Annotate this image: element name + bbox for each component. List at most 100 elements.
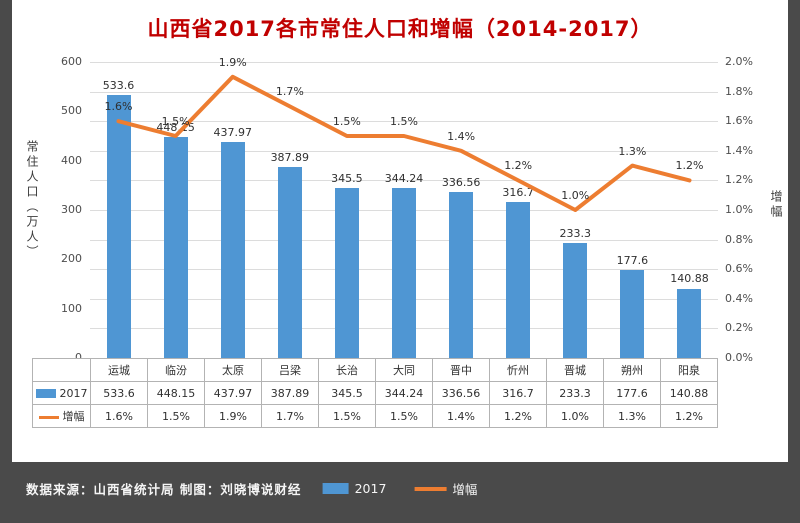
table-cell: 1.6% (90, 404, 148, 428)
growth-value-label: 1.5% (390, 115, 418, 128)
growth-value-label: 1.4% (447, 129, 476, 143)
right-tick-label: 1.8% (725, 84, 753, 98)
bar-value-label: 387.89 (270, 150, 310, 164)
left-axis-title: 常住人口（万人） (25, 140, 39, 260)
growth-value-label: 1.3% (618, 144, 647, 158)
city-header-cell: 阳泉 (660, 358, 718, 382)
left-tick-label: 600 (61, 55, 82, 68)
city-header-cell: 朔州 (603, 358, 661, 382)
bar-6 (449, 191, 474, 358)
bar-value-label: 233.3 (559, 226, 592, 240)
left-axis-ticks: 600 500 400 300 200 100 0 (12, 55, 84, 364)
bar-value-label: 177.6 (616, 254, 649, 268)
city-header-cell: 长治 (318, 358, 376, 382)
right-tick-label: 0.0% (725, 351, 753, 364)
table-cell: 448.15 (147, 381, 205, 405)
table-cell: 1.4% (432, 404, 490, 428)
right-tick-label: 1.6% (725, 114, 753, 128)
row-legend-cell: 增幅 (32, 404, 91, 428)
table-header-row: 运城 临汾 太原 吕梁 长治 大同 晋中 忻州 晋城 朔州 阳泉 (32, 358, 718, 382)
table-cell: 1.3% (603, 404, 661, 428)
right-tick-label: 0.8% (725, 232, 753, 246)
bar-2 (220, 141, 245, 358)
table-cell: 345.5 (318, 381, 376, 405)
growth-value-label: 1.5% (332, 115, 361, 128)
table-cell: 316.7 (489, 381, 547, 405)
gridline (90, 91, 718, 93)
right-tick-label: 1.0% (725, 203, 753, 216)
city-header-cell: 运城 (90, 358, 148, 382)
chart-title: 山西省2017各市常住人口和增幅（2014-2017） (147, 17, 653, 41)
left-tick-label: 0 (12, 351, 84, 364)
bar-value-label: 533.6 (102, 78, 135, 92)
bar-7 (506, 201, 531, 358)
city-header-cell: 大同 (375, 358, 433, 382)
right-axis-title: 增幅 (769, 190, 783, 220)
table-corner-cell (32, 358, 91, 382)
table-cell: 336.56 (432, 381, 490, 405)
right-tick-label: 0.4% (725, 291, 753, 305)
line-swatch-icon (38, 415, 59, 419)
gridline (90, 62, 718, 63)
right-tick-label: 1.2% (725, 173, 753, 187)
table-cell: 177.6 (603, 381, 661, 405)
bar-value-label: 345.5 (331, 171, 363, 185)
right-tick-label: 0.2% (725, 321, 753, 335)
table-cell: 1.7% (261, 404, 319, 428)
table-cell: 387.89 (261, 381, 319, 405)
table-cell: 140.88 (660, 381, 718, 405)
footer: 数据来源：山西省统计局 制图：刘晓博说财经 2017 增幅 (0, 462, 800, 523)
bar-value-label: 336.56 (441, 175, 481, 189)
table-cell: 1.2% (660, 404, 718, 428)
table-cell: 344.24 (375, 381, 433, 405)
right-axis-ticks: 2.0% 1.8% 1.6% 1.4% 1.2% 1.0% 0.8% 0.6% 0.4% 0.2%… (725, 55, 777, 364)
city-header-cell: 晋中 (432, 358, 490, 382)
bar-9 (620, 270, 645, 358)
bar-3 (277, 166, 302, 358)
city-header-cell: 晋城 (546, 358, 604, 382)
right-tick-label: 2.0% (725, 55, 753, 68)
data-table: 运城 临汾 太原 吕梁 长治 大同 晋中 忻州 晋城 朔州 阳泉 2017 533.6 448.15 437… (32, 358, 718, 428)
bar-value-label: 316.7 (502, 185, 534, 199)
growth-value-label: 1.0% (561, 189, 590, 202)
left-tick-label: 300 (61, 203, 82, 216)
legend-item-2017: 2017 (322, 481, 387, 496)
table-cell: 1.0% (546, 404, 604, 428)
legend-item-growth: 增幅 (414, 479, 477, 498)
city-header-cell: 忻州 (489, 358, 547, 382)
bar-1 (163, 136, 188, 358)
table-cell: 533.6 (90, 381, 148, 405)
table-cell: 1.2% (489, 404, 547, 428)
table-row: 2017 533.6 448.15 437.97 387.89 345.5 344.24 33… (32, 381, 718, 405)
left-tick-label: 500 (61, 104, 82, 118)
legend: 2017 增幅 (322, 479, 477, 498)
legend-label-growth: 增幅 (452, 482, 478, 497)
row-label: 增幅 (62, 410, 85, 423)
left-tick-label: 100 (61, 301, 82, 315)
table-row: 增幅 1.6% 1.5% 1.9% 1.7% 1.5% 1.5% 1.4% 1.2% 1.0% 1.… (32, 404, 718, 428)
city-header-cell: 吕梁 (261, 358, 319, 382)
bar-value-label: 344.24 (384, 172, 424, 186)
bar-5 (392, 188, 416, 358)
legend-label-2017: 2017 (354, 481, 387, 496)
bar-10 (677, 288, 702, 358)
table-cell: 1.5% (147, 404, 205, 428)
bar-swatch-icon (35, 389, 56, 398)
row-legend-cell: 2017 (32, 381, 91, 405)
bar-0 (106, 94, 131, 358)
left-tick-label: 400 (61, 153, 82, 167)
table-cell: 1.9% (204, 404, 262, 428)
left-tick-label: 200 (61, 252, 82, 266)
bar-value-label: 140.88 (670, 272, 709, 286)
growth-value-label: 1.2% (675, 159, 704, 173)
bar-swatch-icon (322, 483, 349, 494)
table-cell: 1.5% (375, 404, 433, 428)
growth-value-label: 1.6% (104, 100, 133, 114)
growth-value-label: 1.9% (218, 55, 247, 69)
table-cell: 233.3 (546, 381, 604, 405)
line-swatch-icon (414, 486, 447, 491)
row-label: 2017 (59, 386, 88, 400)
growth-value-label: 1.5% (161, 115, 190, 128)
city-header-cell: 临汾 (147, 358, 205, 382)
